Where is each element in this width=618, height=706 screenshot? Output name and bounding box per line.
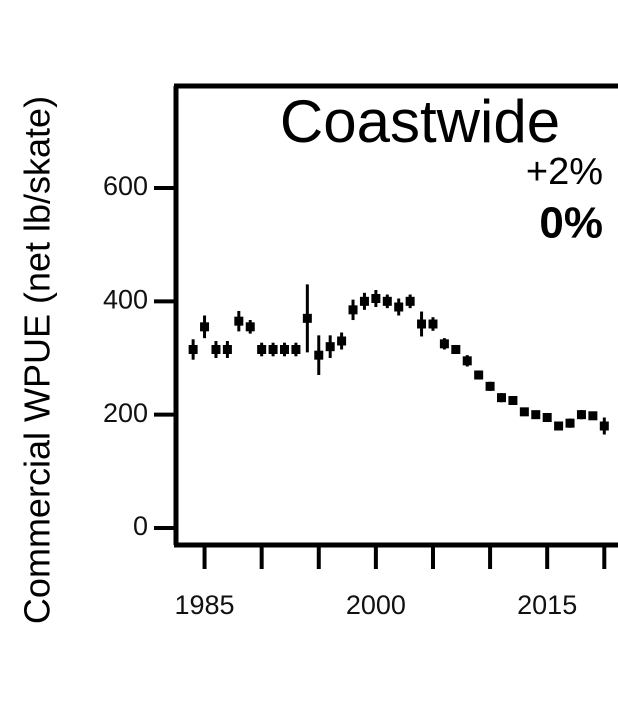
point [200,322,210,332]
x-tick-label: 1985 [175,590,235,620]
point [211,345,221,354]
point [382,296,392,306]
point [485,381,495,391]
point [588,411,598,421]
point [234,316,244,326]
point [576,410,586,420]
point [222,345,232,354]
point [394,302,404,312]
point [268,345,278,354]
point [542,413,552,422]
point [428,319,438,329]
point [451,345,461,354]
x-tick-label: 2015 [517,590,577,620]
point [291,345,301,354]
x-tick-label: 2000 [346,590,406,620]
point [462,356,472,366]
point [337,336,347,346]
point [565,418,575,428]
y-tick-label: 200 [103,398,148,428]
point [439,339,449,349]
annotation: +2% [526,151,603,193]
y-axis-label: Commercial WPUE (net lb/skate) [17,96,58,624]
point [497,393,507,403]
point [371,294,381,303]
point [257,345,267,354]
point [474,370,484,380]
point [245,322,255,332]
point [188,345,198,354]
point [405,296,415,306]
point [302,313,312,323]
point [325,342,335,352]
point [599,421,609,431]
point [508,396,518,405]
point [554,421,564,431]
point [314,350,324,360]
point [359,296,369,306]
point [531,410,541,420]
y-tick-label: 400 [103,284,148,314]
chart-title: Coastwide [280,88,560,155]
point [348,305,358,315]
point [519,407,529,417]
y-tick-label: 0 [133,511,148,541]
point [417,319,427,329]
annotation: 0% [539,199,603,248]
y-tick-label: 600 [103,171,148,201]
point [280,345,290,354]
